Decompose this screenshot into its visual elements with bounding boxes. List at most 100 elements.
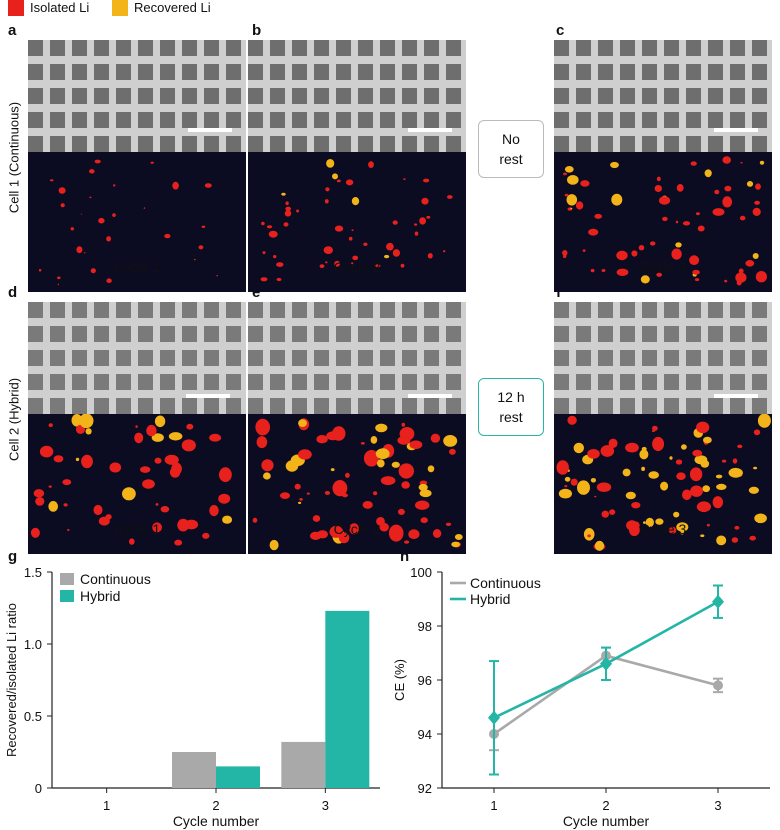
li-particle [62,479,72,486]
li-particle [415,500,430,510]
li-particle [368,161,374,168]
li-particle [71,414,83,427]
li-particle [427,465,435,473]
point-continuous-cycle-3 [713,680,723,691]
li-particle [67,529,70,531]
li-particle [418,483,428,491]
li-particle [260,277,268,282]
caption-cell1-cycle1: Cycle 1 [113,259,161,275]
li-particle [276,262,284,267]
point-hybrid-cycle-2 [600,656,612,671]
li-particle [377,459,385,468]
li-particle [610,161,619,169]
li-particle [451,541,460,548]
li-particle [266,225,273,229]
li-particle [616,268,629,276]
li-particle [447,195,453,199]
li-particle [716,483,727,490]
x-tick-label: 3 [714,798,721,813]
li-particle [391,461,400,468]
li-particle [755,183,761,190]
li-particle [625,442,639,453]
li-particle [193,258,196,261]
li-particle [57,276,61,280]
li-particle [583,528,595,541]
li-particle [63,503,68,507]
li-particle [273,255,277,259]
li-particle [316,435,328,444]
li-particle [336,179,341,183]
y-tick-label: 0 [35,781,42,796]
li-particle [594,213,602,219]
li-particle [558,488,572,499]
li-particle [360,442,365,445]
panel-label-d: d [8,284,18,301]
li-particle [722,156,731,164]
li-particle [112,213,116,217]
li-particle [570,207,573,210]
li-particle [284,210,292,217]
li-particle [98,217,105,224]
li-particle [164,454,179,465]
li-particle [332,480,348,497]
li-particle [172,181,179,190]
li-particle [640,275,650,284]
sem-grid-image [554,40,772,152]
recovered-li-swatch [112,0,128,16]
li-particle [216,275,218,277]
y-tick-label: 100 [410,565,432,580]
bar-continuous-cycle-2 [172,752,216,788]
x-tick-label: 1 [490,798,497,813]
li-particle [754,200,760,205]
legend-label-continuous: Continuous [80,571,151,587]
li-particle [319,264,325,268]
li-particle [700,459,710,468]
li-particle [430,433,441,443]
li-particle [669,456,673,460]
li-particle [722,196,733,208]
li-particle [562,250,568,256]
li-particle [419,217,426,225]
li-particle [759,160,765,165]
li-particle [280,492,290,499]
rest-box-line2: rest [499,409,523,425]
li-particle [384,254,390,259]
li-particle [285,206,291,212]
li-particle [704,169,712,178]
li-particle [392,220,398,225]
li-particle [261,459,274,472]
chart-h-ce-line: 92 94 96 98 100 1 2 3 Cycle number CE (%) Continuo… [392,565,770,829]
li-particle [151,433,164,442]
li-particle [673,511,680,518]
li-particle [261,221,265,226]
li-particle [80,213,82,215]
li-particle [676,184,684,192]
li-particle [690,485,703,497]
li-particle [694,278,700,282]
li-particle [588,228,599,236]
li-particle [566,194,578,206]
li-particle [338,532,350,544]
li-particle [625,491,636,500]
x-tick-label: 1 [103,798,110,813]
li-particle [700,534,705,537]
li-particle [276,277,282,282]
li-particle [294,483,301,490]
li-particle [449,448,456,455]
li-particle [675,220,679,224]
li-particle [696,501,711,512]
li-particle [754,513,767,524]
li-particle [656,176,661,182]
li-particle [414,223,418,226]
li-particle [749,535,756,541]
li-particle [348,236,353,241]
li-particle [122,487,136,501]
li-particle [324,490,330,495]
li-particle [564,166,574,173]
li-particle [81,454,93,469]
panel-label-b: b [252,22,262,39]
legend-swatch-continuous [60,573,74,585]
x-axis-label: Cycle number [563,813,650,829]
li-particle [94,159,101,164]
li-particle [397,508,405,515]
